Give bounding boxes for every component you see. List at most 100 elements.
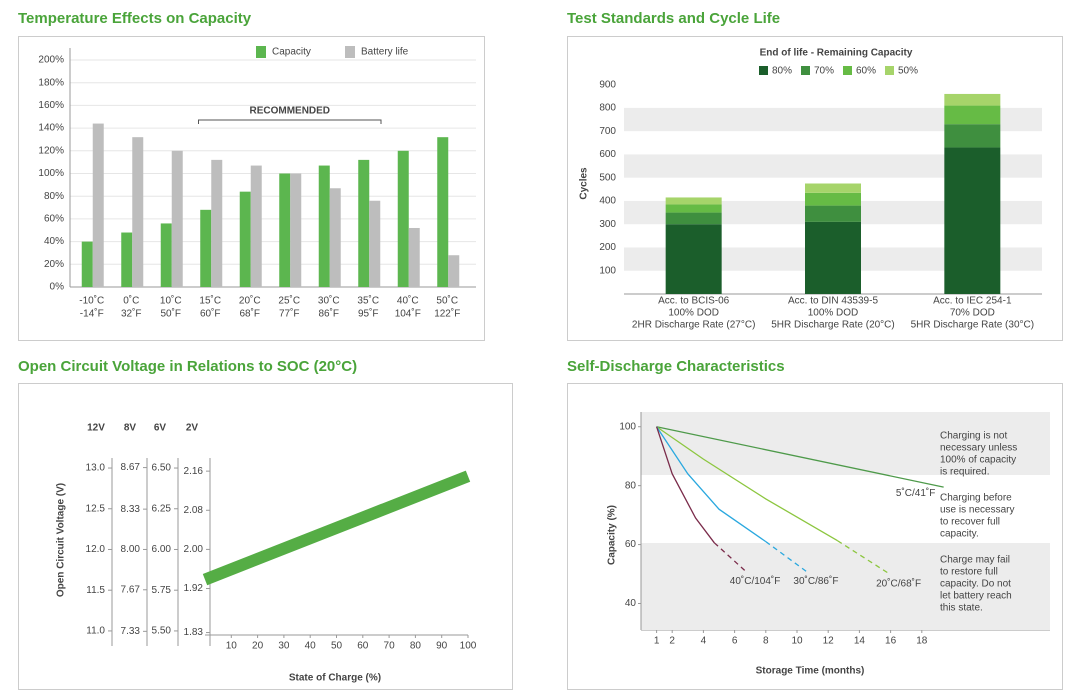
- panel-frame: [567, 383, 1063, 690]
- y-axis-header: 6V: [154, 423, 167, 434]
- y-tick-label: 8.67: [121, 462, 141, 473]
- curve: [655, 426, 715, 544]
- x-tick-label: 16: [885, 636, 897, 647]
- legend-label: 50%: [898, 66, 918, 77]
- y-axis-label: Open Circuit Voltage (V): [56, 483, 67, 597]
- bar-segment: [805, 205, 861, 222]
- x-tick-label: 40˚C: [397, 295, 419, 307]
- y-tick-label: 300: [599, 219, 616, 230]
- bar: [408, 227, 420, 287]
- panel-frame: [567, 36, 1063, 341]
- legend-label: Battery life: [361, 47, 409, 58]
- bar: [239, 191, 251, 287]
- y-tick-label: 12.0: [86, 544, 106, 555]
- y-tick-label: 100%: [38, 168, 64, 179]
- zone-note: Charging before: [940, 493, 1012, 504]
- zone-note: to recover full: [940, 517, 1000, 528]
- y-tick-label: 8.33: [121, 504, 141, 515]
- bar-segment: [665, 224, 722, 294]
- y-tick-label: 900: [599, 79, 616, 90]
- y-tick-label: 40%: [44, 236, 64, 247]
- bar-segment: [665, 212, 722, 225]
- x-tick-label: 40: [305, 641, 317, 652]
- x-tick-label: 6: [732, 636, 738, 647]
- bar: [92, 123, 104, 287]
- curve-label: 40˚C/104˚F: [730, 575, 781, 587]
- y-tick-label: 11.0: [86, 626, 105, 637]
- x-tick-label: 50: [331, 641, 343, 652]
- grid-band: [624, 107, 1042, 132]
- y-tick-label: 7.33: [121, 626, 141, 637]
- y-tick-label: 400: [599, 196, 616, 207]
- legend-swatch: [345, 46, 355, 58]
- y-tick-label: 60: [625, 539, 637, 550]
- bar: [171, 150, 183, 287]
- y-tick-label: 200: [599, 242, 616, 253]
- legend-label: Capacity: [272, 47, 311, 58]
- x-tick-label: 80: [410, 641, 422, 652]
- bar: [211, 159, 223, 287]
- bar-segment: [805, 183, 861, 193]
- x-tick-label: 20˚C: [239, 295, 261, 307]
- legend-label: 70%: [814, 66, 834, 77]
- curve: [656, 426, 767, 543]
- zone-note: 100% of capacity: [940, 455, 1016, 466]
- zone-note: this state.: [940, 603, 983, 614]
- legend-swatch: [801, 66, 810, 75]
- bar: [250, 165, 262, 287]
- panel-title: Self-Discharge Characteristics: [567, 358, 785, 375]
- legend-label: 60%: [856, 66, 876, 77]
- grid-band: [624, 154, 1042, 178]
- panel-title: Open Circuit Voltage in Relations to SOC…: [18, 358, 357, 375]
- x-tick-label: 50˚C: [436, 295, 458, 307]
- x-tick-label: 18: [916, 636, 928, 647]
- zone: [641, 543, 1050, 630]
- zone-note: Charging is not: [940, 431, 1007, 442]
- y-tick-label: 7.67: [121, 584, 141, 595]
- curve-label: 20˚C/68˚F: [876, 577, 921, 589]
- bar: [358, 159, 370, 287]
- x-tick-label: Acc. to BCIS-06: [658, 296, 730, 307]
- y-axis-label: Capacity (%): [607, 505, 618, 565]
- bar-segment: [805, 221, 861, 294]
- bar: [121, 232, 133, 287]
- legend-swatch: [843, 66, 852, 75]
- zone-note: is required.: [940, 467, 989, 478]
- zone-note: use is necessary: [940, 505, 1014, 516]
- y-tick-label: 12.5: [86, 503, 106, 514]
- x-tick-label: 60: [357, 641, 369, 652]
- x-tick-label: 95˚F: [358, 308, 379, 320]
- x-tick-label: 15˚C: [199, 295, 221, 307]
- x-tick-label: 0˚C: [123, 295, 139, 307]
- curve-label: 30˚C/86˚F: [793, 575, 838, 587]
- zone-note: necessary unless: [940, 443, 1017, 454]
- x-tick-label: 68˚F: [239, 308, 260, 320]
- panel-frame: [18, 383, 513, 690]
- x-tick-label: -14˚F: [80, 308, 104, 320]
- panel-frame: [18, 36, 485, 341]
- x-tick-label: Acc. to IEC 254-1: [933, 296, 1012, 307]
- zone-note: let battery reach: [940, 591, 1012, 602]
- x-tick-label: 104˚F: [395, 308, 421, 320]
- y-tick-label: 8.00: [121, 544, 141, 555]
- y-tick-label: 20%: [44, 259, 64, 270]
- projection-line: [837, 540, 891, 576]
- y-tick-label: 5.75: [152, 585, 172, 596]
- x-tick-label: 25˚C: [278, 295, 300, 307]
- y-tick-label: 80: [625, 480, 637, 491]
- y-tick-label: 2.16: [184, 466, 204, 477]
- x-tick-label: 60˚F: [200, 308, 221, 320]
- x-tick-label: 90: [436, 641, 448, 652]
- curve: [656, 426, 838, 542]
- y-tick-label: 120%: [38, 145, 64, 156]
- curve-label: 5˚C/41˚F: [896, 487, 935, 499]
- y-tick-label: 800: [599, 103, 616, 114]
- bar: [132, 137, 144, 287]
- bar-segment: [944, 147, 1001, 294]
- y-tick-label: 13.0: [86, 463, 106, 474]
- zone-note: capacity. Do not: [940, 579, 1011, 590]
- x-tick-label: 35˚C: [357, 295, 379, 307]
- y-axis-header: 12V: [87, 423, 105, 434]
- y-tick-label: 2.00: [184, 544, 204, 555]
